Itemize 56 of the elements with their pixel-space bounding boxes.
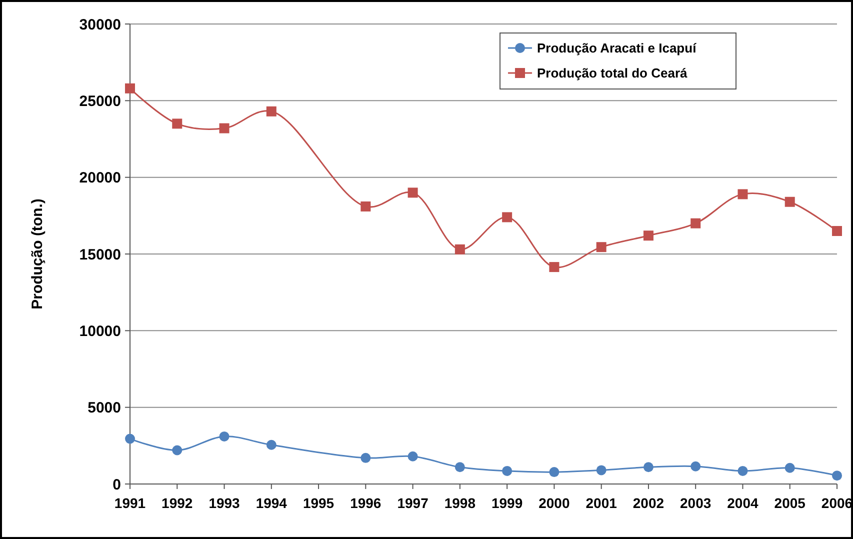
point: [549, 262, 560, 272]
point: [219, 431, 230, 442]
y-tick-label: 10000: [79, 322, 121, 340]
y-tick-label: 0: [112, 476, 121, 494]
point: [172, 445, 182, 456]
point: [219, 123, 230, 134]
point: [784, 462, 795, 473]
point: [784, 196, 795, 207]
point: [596, 242, 606, 252]
point: [549, 467, 560, 478]
legend-label: Produção total do Ceará: [537, 66, 688, 81]
point: [125, 434, 135, 444]
point: [690, 461, 701, 472]
x-tick-label: 2001: [586, 495, 618, 511]
point: [360, 452, 371, 463]
y-tick-label: 30000: [79, 16, 121, 34]
point: [690, 218, 701, 228]
point: [643, 230, 654, 241]
x-tick-label: 1998: [444, 495, 476, 511]
y-tick-label: 15000: [79, 246, 121, 264]
point: [266, 106, 276, 116]
x-tick-label: 2005: [774, 495, 806, 511]
y-tick-label: 5000: [88, 400, 121, 417]
x-tick-label: 1997: [397, 495, 429, 511]
point: [832, 226, 842, 236]
point: [596, 465, 606, 476]
x-tick-label: 2004: [727, 495, 759, 511]
point: [454, 244, 465, 254]
point: [408, 188, 418, 198]
y-tick-label: 20000: [79, 170, 121, 187]
x-tick-label: 1995: [302, 495, 334, 511]
point: [172, 118, 182, 129]
point: [454, 462, 465, 472]
x-tick-label: 2002: [632, 495, 664, 511]
x-tick-label: 2006: [821, 495, 853, 511]
x-tick-label: 2000: [538, 495, 570, 511]
point: [502, 212, 512, 222]
y-tick-label: 25000: [79, 92, 121, 110]
x-tick-label: 1994: [256, 495, 288, 511]
x-tick-label: 1999: [491, 495, 523, 511]
point: [408, 451, 418, 462]
point: [738, 189, 748, 200]
point: [502, 466, 512, 476]
legend-label: Produção Aracati e Icapuí: [537, 40, 697, 56]
x-tick-label: 1993: [208, 495, 240, 511]
point: [738, 466, 748, 476]
x-tick-label: 1996: [350, 495, 382, 511]
x-tick-label: 1992: [162, 495, 193, 511]
x-tick-label: 2003: [680, 495, 712, 511]
x-tick-label: 1991: [114, 495, 146, 511]
point: [360, 201, 371, 212]
point: [125, 83, 135, 94]
point: [266, 440, 276, 450]
y-axis-title: Produção (ton.): [29, 198, 46, 310]
point: [832, 470, 842, 481]
point: [643, 462, 654, 472]
